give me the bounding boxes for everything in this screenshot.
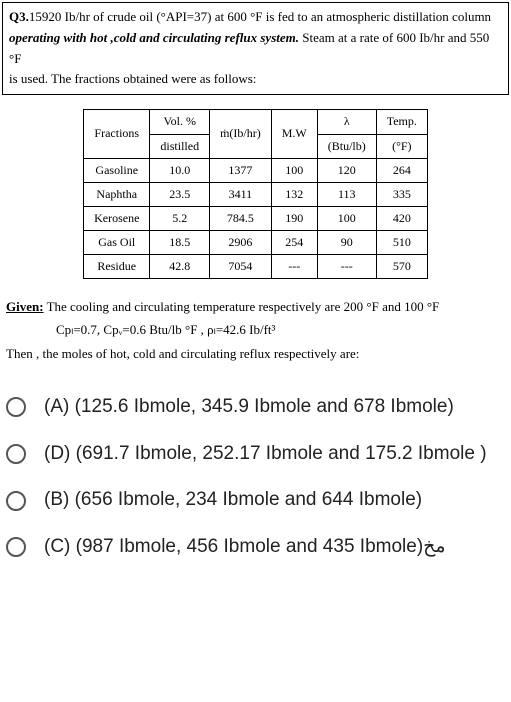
cell: 420 <box>376 206 427 230</box>
cell: 42.8 <box>150 254 210 278</box>
col-fractions: Fractions <box>84 110 150 159</box>
col-vol-bot: distilled <box>150 134 210 158</box>
fractions-table-wrap: Fractions Vol. % ṁ(Ib/hr) M.W λ Temp. di… <box>0 109 511 279</box>
cell: 5.2 <box>150 206 210 230</box>
cell: Gasoline <box>84 158 150 182</box>
option-d-text: (D) (691.7 Ibmole, 252.17 Ibmole and 175… <box>44 442 487 467</box>
question-line3: is used. The fractions obtained were as … <box>9 71 256 86</box>
col-m: ṁ(Ib/hr) <box>210 110 272 159</box>
cell: 3411 <box>210 182 272 206</box>
col-temp-bot: (°F) <box>376 134 427 158</box>
radio-icon[interactable] <box>6 537 26 557</box>
cell: 190 <box>271 206 317 230</box>
col-mw: M.W <box>271 110 317 159</box>
cell: 23.5 <box>150 182 210 206</box>
cell: 10.0 <box>150 158 210 182</box>
cell: --- <box>271 254 317 278</box>
cell: Kerosene <box>84 206 150 230</box>
cell: 7054 <box>210 254 272 278</box>
cell: Gas Oil <box>84 230 150 254</box>
given-label: Given: <box>6 299 44 314</box>
cell: 570 <box>376 254 427 278</box>
cell: 100 <box>271 158 317 182</box>
cell: 113 <box>317 182 376 206</box>
given-line2: Cpₗ=0.7, Cpᵥ=0.6 Btu/lb °F , ρₗ=42.6 Ib/… <box>56 318 275 341</box>
col-vol-top: Vol. % <box>150 110 210 135</box>
radio-icon[interactable] <box>6 397 26 417</box>
cell: 335 <box>376 182 427 206</box>
given-block: Given: The cooling and circulating tempe… <box>0 295 511 365</box>
cell: Residue <box>84 254 150 278</box>
radio-icon[interactable] <box>6 444 26 464</box>
cell: 90 <box>317 230 376 254</box>
radio-icon[interactable] <box>6 491 26 511</box>
option-b-text: (B) (656 Ibmole, 234 Ibmole and 644 Ibmo… <box>44 488 422 513</box>
option-c-text: (C) (987 Ibmole, 456 Ibmole and 435 Ibmo… <box>44 535 446 560</box>
col-temp-top: Temp. <box>376 110 427 135</box>
question-line2-italic: operating with hot ,cold and circulating… <box>9 30 299 45</box>
question-box: Q3.15920 Ib/hr of crude oil (°API=37) at… <box>2 2 509 95</box>
table-row: Kerosene 5.2 784.5 190 100 420 <box>84 206 428 230</box>
table-row: Gasoline 10.0 1377 100 120 264 <box>84 158 428 182</box>
cell: 100 <box>317 206 376 230</box>
option-a-text: (A) (125.6 Ibmole, 345.9 Ibmole and 678 … <box>44 395 454 420</box>
options-block: (A) (125.6 Ibmole, 345.9 Ibmole and 678 … <box>0 365 511 560</box>
fractions-table: Fractions Vol. % ṁ(Ib/hr) M.W λ Temp. di… <box>83 109 428 279</box>
question-line1: 15920 Ib/hr of crude oil (°API=37) at 60… <box>29 9 491 24</box>
given-line3: Then , the moles of hot, cold and circul… <box>6 346 359 361</box>
table-row: Gas Oil 18.5 2906 254 90 510 <box>84 230 428 254</box>
cell: 264 <box>376 158 427 182</box>
cell: 784.5 <box>210 206 272 230</box>
table-row: Residue 42.8 7054 --- --- 570 <box>84 254 428 278</box>
table-row: Naphtha 23.5 3411 132 113 335 <box>84 182 428 206</box>
question-prefix: Q3. <box>9 9 29 24</box>
option-c-row[interactable]: (C) (987 Ibmole, 456 Ibmole and 435 Ibmo… <box>6 535 501 560</box>
option-d-row[interactable]: (D) (691.7 Ibmole, 252.17 Ibmole and 175… <box>6 442 501 467</box>
cell: --- <box>317 254 376 278</box>
cell: 2906 <box>210 230 272 254</box>
option-a-row[interactable]: (A) (125.6 Ibmole, 345.9 Ibmole and 678 … <box>6 395 501 420</box>
table-header-row: Fractions Vol. % ṁ(Ib/hr) M.W λ Temp. <box>84 110 428 135</box>
cell: 254 <box>271 230 317 254</box>
option-b-row[interactable]: (B) (656 Ibmole, 234 Ibmole and 644 Ibmo… <box>6 488 501 513</box>
cell: 120 <box>317 158 376 182</box>
cell: 18.5 <box>150 230 210 254</box>
cell: 1377 <box>210 158 272 182</box>
cell: Naphtha <box>84 182 150 206</box>
given-line1: The cooling and circulating temperature … <box>44 299 440 314</box>
col-lambda-bot: (Btu/lb) <box>317 134 376 158</box>
cell: 510 <box>376 230 427 254</box>
col-lambda-top: λ <box>317 110 376 135</box>
cell: 132 <box>271 182 317 206</box>
